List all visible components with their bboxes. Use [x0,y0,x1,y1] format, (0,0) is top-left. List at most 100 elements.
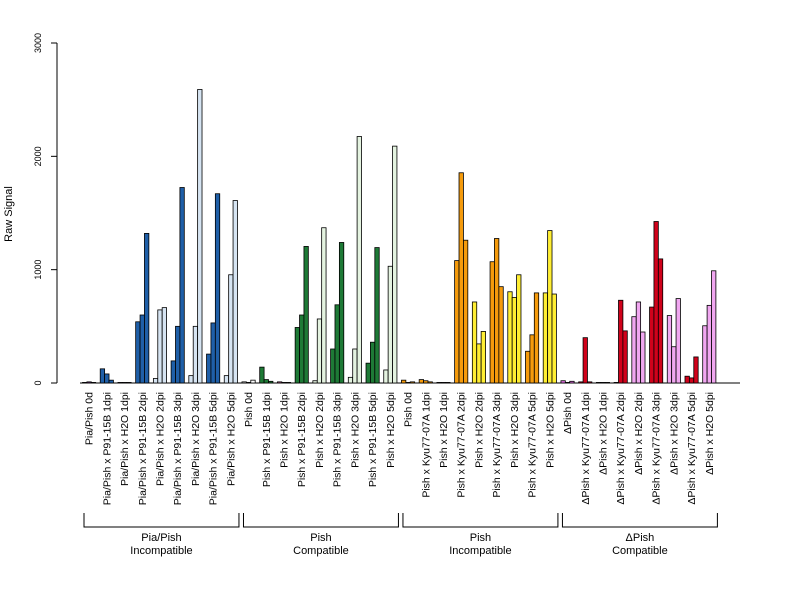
bar [401,379,407,384]
bar [192,325,199,384]
bar [688,377,695,384]
bar [463,239,469,384]
y-tick-label: 2000 [33,146,43,166]
bar-group [99,368,114,384]
bar [657,258,664,384]
bar [197,89,203,384]
bar [489,261,495,384]
bar [587,381,593,384]
bar-group [365,247,380,384]
bar [152,378,159,384]
x-tick-label: Pish 0d [243,392,255,427]
bar [547,230,553,384]
x-tick-label: Pish x H2O 3dpi [349,392,361,468]
x-tick-label: Pia/Pish x H2O 3dpi [190,392,202,486]
bar [334,304,340,384]
bar-group [135,232,150,384]
x-tick-label: Pish x H2O 2dpi [473,392,485,468]
x-tick-label: Pish x H2O 5dpi [544,392,556,468]
bar [618,299,624,384]
bar-group [330,242,345,384]
bar [706,304,712,384]
x-tick-label: Pia/Pish 0d [84,392,96,445]
bar-group [277,381,292,384]
group-label-line2: Incompatible [449,545,511,557]
bar-group [347,136,362,384]
bar [507,291,513,384]
bar [99,368,106,384]
bar [578,381,584,384]
x-tick-label: Pish 0d [403,392,415,427]
bar [214,193,221,384]
bar [653,221,659,384]
bar-group [82,381,97,384]
bar [542,292,549,384]
group-label-line1: Pia/Pish [141,532,181,544]
x-tick-label: ΔPish x Kyu77-07A 5dpi [686,392,698,505]
bar [303,246,309,384]
bar [82,382,88,384]
y-tick-label: 3000 [33,33,43,53]
bar [139,314,145,384]
bar [135,321,141,384]
bar [144,232,150,384]
bar [281,382,287,384]
bracket-line [402,513,559,528]
bar [649,306,655,384]
bar [250,379,256,384]
bar-group [152,307,167,384]
bar-group [223,200,238,384]
bar [170,360,176,384]
bar [206,353,212,384]
bar [693,356,699,384]
bar [299,314,305,384]
y-tick-label: 0 [33,380,43,385]
x-tick-label: Pish x H2O 1dpi [279,392,291,468]
bracket-line [242,513,399,528]
bar [454,260,460,384]
bracket-line [561,513,718,528]
bar [498,286,504,384]
bar [564,382,571,384]
bar [370,341,376,384]
bar-group [259,366,274,384]
group-label-line1: ΔPish [626,532,655,544]
bar [533,292,540,384]
bar-group [542,230,557,384]
bar [104,373,110,384]
x-tick-label: Pish x H2O 3dpi [509,392,521,468]
x-tick-label: ΔPish x H2O 3dpi [668,392,680,475]
x-tick-label: Pish x Kyu77-07A 5dpi [527,392,539,498]
bar [471,301,478,384]
bar [600,382,606,384]
bar-group [613,299,628,384]
bar [223,375,230,384]
bar [330,348,336,384]
x-tick-label: ΔPish x Kyu77-07A 2dpi [615,392,627,505]
bars [82,89,717,384]
bar [476,343,482,384]
bar [582,337,588,384]
bar-group [436,382,451,384]
bar [436,382,442,384]
bar-group [241,379,256,384]
bar [121,382,128,384]
x-tick-label: Pish x Kyu77-07A 2dpi [456,392,468,498]
bar-group [294,246,309,384]
bar-group [418,379,433,384]
bar [427,381,433,384]
bar-group [631,301,646,384]
bar [525,350,531,384]
x-tick-label: Pish x P91-15B 2dpi [296,392,308,487]
bar [631,316,637,384]
bar [702,325,708,384]
y-axis: 0 1000 2000 3000 [33,33,58,386]
bar [604,382,610,384]
x-tick-label: Pia/Pish x P91-15B 5dpi [208,392,220,505]
bar [711,270,717,384]
bar [241,381,247,384]
bar [684,375,690,384]
x-tick-label: Pia/Pish x H2O 2dpi [154,392,166,486]
